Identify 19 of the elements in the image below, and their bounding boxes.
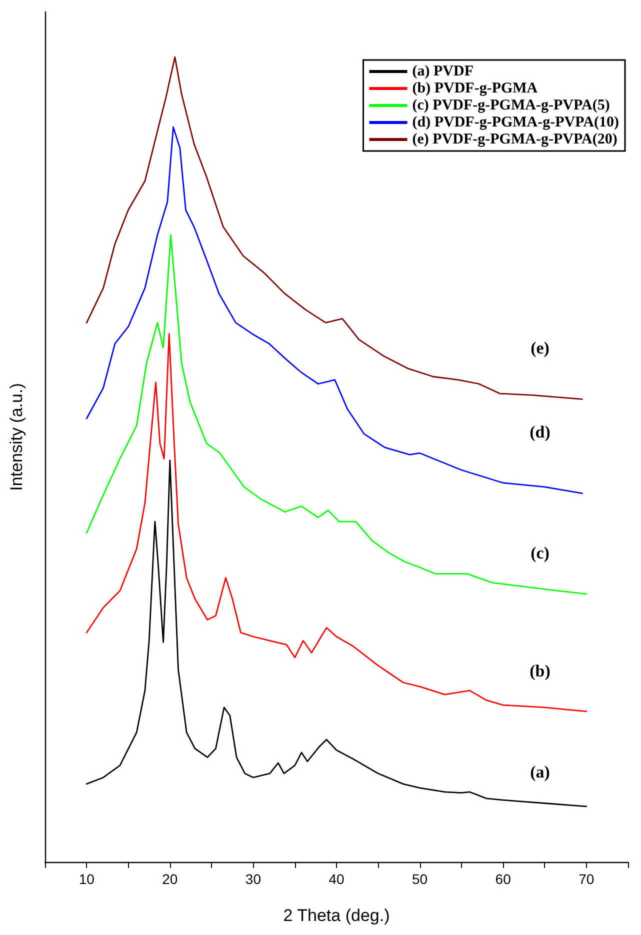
x-tick-label: 60 — [495, 871, 512, 887]
x-tick-label: 30 — [245, 871, 262, 887]
x-axis-title: 2 Theta (deg.) — [283, 906, 390, 925]
annotation: (c) — [530, 544, 550, 562]
annotation: (b) — [530, 662, 550, 680]
x-tick-label: 50 — [412, 871, 428, 887]
legend-label: (c) PVDF-g-PGMA-g-PVPA(5) — [412, 98, 610, 114]
legend-label: (e) PVDF-g-PGMA-g-PVPA(20) — [412, 132, 618, 148]
legend-label: (d) PVDF-g-PGMA-g-PVPA(10) — [412, 114, 620, 130]
x-tick-label: 40 — [328, 871, 344, 887]
annotation: (e) — [530, 338, 550, 358]
annotation: (a) — [530, 762, 550, 782]
x-tick-label: 10 — [78, 871, 95, 887]
legend-label: (b) PVDF-g-PGMA — [412, 80, 538, 96]
x-tick-label: 70 — [578, 871, 594, 887]
annotation: (d) — [530, 422, 550, 442]
y-axis-title: Intensity (a.u.) — [7, 383, 26, 491]
x-tick-label: 20 — [162, 871, 178, 887]
legend-label: (a) PVDF — [412, 64, 474, 80]
